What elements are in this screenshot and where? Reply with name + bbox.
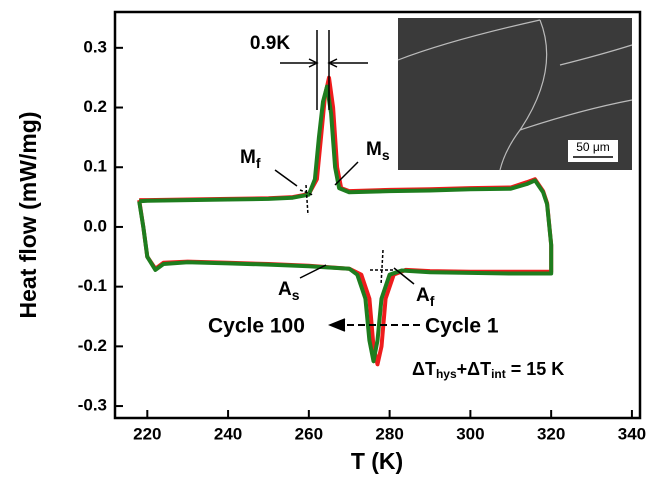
x-tick-label: 340 (618, 424, 646, 443)
inset-scale: 50 μm (576, 140, 610, 154)
y-tick-label: 0.1 (83, 157, 107, 176)
legend-entry: Cycle 100 (208, 315, 305, 338)
x-tick-label: 280 (375, 424, 403, 443)
y-tick-label: 0.0 (83, 216, 107, 235)
x-tick-label: 320 (537, 424, 565, 443)
label-base: M (366, 139, 382, 160)
y-tick-label: -0.2 (78, 336, 107, 355)
label-base: A (278, 279, 292, 300)
peak-width-label: 0.9K (250, 33, 290, 54)
label-sub: int (491, 367, 506, 381)
legend-entry: Cycle 1 (425, 315, 499, 338)
inset-image: 50 μm (397, 18, 633, 171)
y-axis-title: Heat flow (mW/mg) (15, 112, 41, 319)
label-part: ΔT (412, 359, 436, 379)
annotation-arrows (274, 30, 420, 332)
y-tick-label: 0.3 (83, 37, 107, 56)
as-label: As (278, 279, 300, 303)
x-tick-label: 220 (133, 424, 161, 443)
label-base: M (240, 147, 256, 168)
series-line (137, 84, 554, 364)
y-tick-label: -0.3 (78, 396, 107, 415)
x-tick-label: 240 (214, 424, 242, 443)
y-tick-label: 0.2 (83, 97, 107, 116)
label-sub: s (292, 287, 300, 303)
ms-label: Ms (366, 139, 390, 163)
hysteresis-label: ΔThys+ΔTint = 15 K (412, 359, 564, 381)
label-sub: s (382, 147, 390, 163)
mf-label: Mf (240, 147, 261, 171)
af-label: Af (416, 285, 435, 309)
label-part: = 15 K (506, 359, 565, 379)
label-base: A (416, 285, 430, 306)
x-tick-label: 260 (295, 424, 323, 443)
label-sub: f (256, 155, 261, 171)
plot-frame (113, 10, 642, 420)
label-sub: hys (436, 367, 457, 381)
label-sub: f (430, 293, 435, 309)
x-tick-label: 300 (456, 424, 484, 443)
label-part: +ΔT (457, 359, 491, 379)
x-axis-title: T (K) (351, 448, 403, 474)
y-tick-label: -0.1 (78, 276, 107, 295)
